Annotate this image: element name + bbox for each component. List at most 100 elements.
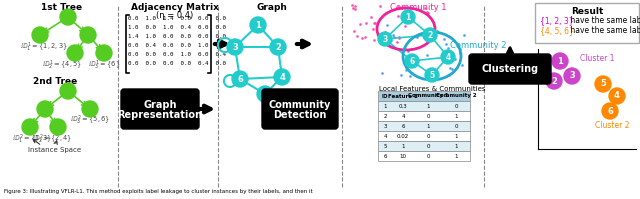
Circle shape — [405, 54, 419, 68]
Text: 5: 5 — [262, 90, 268, 99]
FancyBboxPatch shape — [378, 151, 470, 161]
Circle shape — [227, 39, 243, 55]
Circle shape — [80, 27, 96, 43]
Text: $\mathbb{ID}_1^1 = \{1, 2, 3\}$: $\mathbb{ID}_1^1 = \{1, 2, 3\}$ — [20, 41, 68, 54]
Text: 6: 6 — [607, 106, 613, 115]
Circle shape — [401, 10, 415, 24]
Circle shape — [425, 68, 439, 82]
Text: Graph: Graph — [143, 100, 177, 110]
Text: have the same label: have the same label — [568, 16, 640, 25]
Text: 0: 0 — [426, 113, 429, 118]
Circle shape — [60, 9, 76, 25]
Circle shape — [423, 28, 437, 42]
Text: Result: Result — [571, 7, 603, 16]
Text: Cluster 2: Cluster 2 — [595, 121, 629, 130]
Circle shape — [37, 101, 53, 117]
Text: 6: 6 — [410, 57, 415, 65]
Text: 0: 0 — [454, 103, 458, 108]
Text: (η = 0.4): (η = 0.4) — [156, 11, 194, 20]
Text: 0: 0 — [454, 124, 458, 129]
Text: 1: 1 — [454, 143, 458, 148]
FancyBboxPatch shape — [378, 101, 470, 111]
Circle shape — [595, 76, 611, 92]
Text: $\mathbb{ID}_3^1 = \{6\}$: $\mathbb{ID}_3^1 = \{6\}$ — [88, 59, 120, 72]
Circle shape — [441, 50, 455, 64]
Circle shape — [564, 68, 580, 84]
Text: 4: 4 — [445, 53, 451, 61]
Text: Feature 1: Feature 1 — [388, 94, 418, 99]
Circle shape — [257, 86, 273, 102]
Text: 2: 2 — [428, 30, 433, 39]
Text: 3: 3 — [383, 124, 387, 129]
FancyBboxPatch shape — [378, 111, 470, 121]
Text: 5: 5 — [600, 79, 606, 89]
Circle shape — [22, 119, 38, 135]
Circle shape — [82, 101, 98, 117]
Text: Community 2: Community 2 — [450, 41, 506, 50]
FancyBboxPatch shape — [262, 89, 338, 129]
Text: 0.3: 0.3 — [399, 103, 408, 108]
Text: 0: 0 — [426, 143, 429, 148]
Text: 2nd Tree: 2nd Tree — [33, 77, 77, 86]
Text: 6: 6 — [383, 153, 387, 158]
Text: 1: 1 — [557, 57, 563, 65]
Circle shape — [609, 88, 625, 104]
Text: 1: 1 — [454, 153, 458, 158]
Text: 0.02: 0.02 — [397, 134, 409, 139]
Text: 1: 1 — [401, 143, 404, 148]
Circle shape — [274, 69, 290, 85]
Text: 10: 10 — [399, 153, 406, 158]
FancyBboxPatch shape — [121, 89, 199, 129]
Text: 3: 3 — [232, 43, 238, 52]
Circle shape — [546, 73, 562, 89]
Text: 4: 4 — [279, 72, 285, 82]
Text: Figure 3: Illustrating VFLR-L1. This method exploits label leakage to cluster in: Figure 3: Illustrating VFLR-L1. This met… — [4, 189, 312, 194]
Text: Local Features & Communities: Local Features & Communities — [379, 86, 485, 92]
Circle shape — [60, 83, 76, 99]
Text: Representation: Representation — [118, 110, 202, 120]
Text: 2: 2 — [275, 43, 281, 52]
Text: 3: 3 — [569, 71, 575, 81]
Text: 2: 2 — [551, 76, 557, 86]
Text: {4, 5, 6}: {4, 5, 6} — [540, 26, 574, 35]
Text: 4: 4 — [383, 134, 387, 139]
Text: Adjacency Matrix: Adjacency Matrix — [131, 3, 219, 12]
Text: 0.0  0.0  0.0  0.0  0.4  0.0: 0.0 0.0 0.0 0.0 0.4 0.0 — [128, 61, 226, 66]
Text: $\mathbb{ID}_2^2 = \{2, 4\}$: $\mathbb{ID}_2^2 = \{2, 4\}$ — [32, 133, 72, 146]
Text: Community: Community — [269, 100, 331, 110]
Circle shape — [602, 103, 618, 119]
Text: 1: 1 — [426, 103, 429, 108]
Text: {1, 2, 3}: {1, 2, 3} — [540, 16, 573, 25]
Circle shape — [378, 32, 392, 46]
Text: 6: 6 — [237, 74, 243, 84]
Text: 0.0  1.0  1.4  0.0  0.0  0.0: 0.0 1.0 1.4 0.0 0.0 0.0 — [128, 16, 226, 21]
FancyBboxPatch shape — [378, 141, 470, 151]
Text: Community 1: Community 1 — [390, 3, 446, 12]
Text: Community 1: Community 1 — [408, 94, 448, 99]
Text: 3: 3 — [382, 34, 388, 44]
Circle shape — [50, 119, 66, 135]
Text: ID: ID — [381, 94, 388, 99]
Text: 0: 0 — [426, 153, 429, 158]
FancyBboxPatch shape — [535, 3, 639, 43]
Text: Instance Space: Instance Space — [28, 147, 81, 153]
Text: $\mathbb{ID}_3^2 = \{5, 6\}$: $\mathbb{ID}_3^2 = \{5, 6\}$ — [70, 114, 110, 127]
Circle shape — [250, 17, 266, 33]
Text: 1: 1 — [454, 113, 458, 118]
Text: 1.0  0.0  1.0  0.4  0.0  0.0: 1.0 0.0 1.0 0.4 0.0 0.0 — [128, 25, 226, 30]
Circle shape — [232, 71, 248, 87]
Text: 2: 2 — [383, 113, 387, 118]
Text: 1st Tree: 1st Tree — [42, 3, 83, 12]
Text: $\mathbb{ID}_1^2 = \{1, 3\}$: $\mathbb{ID}_1^2 = \{1, 3\}$ — [12, 133, 52, 146]
Text: Detection: Detection — [273, 110, 326, 120]
Circle shape — [32, 27, 48, 43]
Text: 6: 6 — [401, 124, 404, 129]
Text: 1.4  1.0  0.0  0.0  0.0  0.0: 1.4 1.0 0.0 0.0 0.0 0.0 — [128, 34, 226, 39]
Text: 0.0  0.0  0.0  1.0  0.0  0.4: 0.0 0.0 0.0 1.0 0.0 0.4 — [128, 52, 226, 57]
Text: 1: 1 — [454, 134, 458, 139]
Text: 0: 0 — [426, 134, 429, 139]
Text: 4: 4 — [614, 92, 620, 100]
FancyBboxPatch shape — [378, 91, 470, 101]
Text: 5: 5 — [383, 143, 387, 148]
Circle shape — [552, 53, 568, 69]
